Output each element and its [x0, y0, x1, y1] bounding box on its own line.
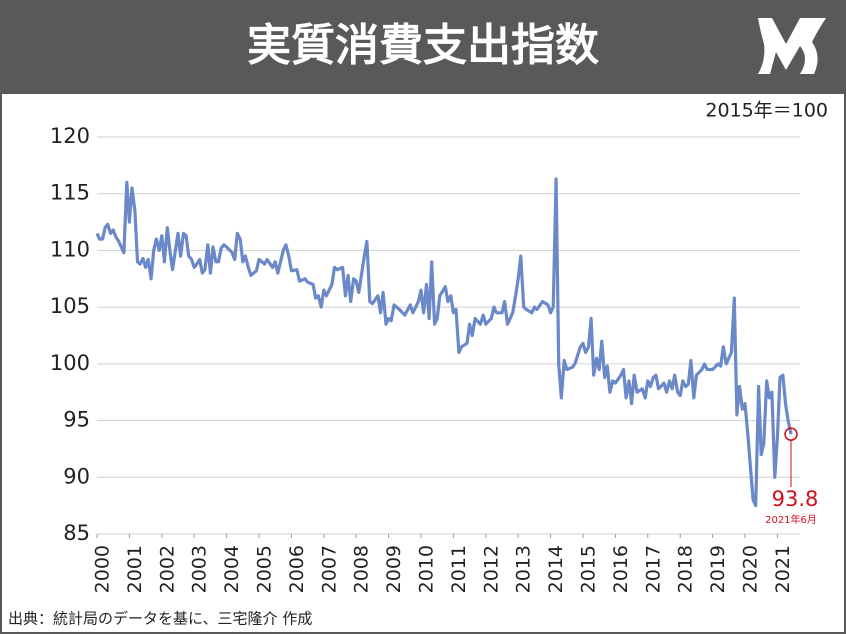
y-tick-label: 90 — [63, 464, 90, 488]
x-tick-label: 2014 — [545, 545, 567, 593]
x-tick-label: 2002 — [156, 545, 178, 593]
frame — [0, 92, 846, 634]
annotation-value: 93.8 — [772, 487, 819, 511]
chart-title: 実質消費支出指数 — [247, 20, 599, 71]
x-tick-label: 2006 — [286, 545, 308, 593]
x-tick-label: 2011 — [448, 545, 470, 593]
x-tick-label: 2005 — [253, 545, 275, 593]
header-band — [0, 0, 846, 93]
x-tick-label: 2016 — [610, 545, 632, 593]
x-tick-label: 2020 — [739, 545, 761, 593]
x-tick-label: 2012 — [480, 545, 502, 593]
y-tick-label: 85 — [63, 521, 90, 545]
x-tick-label: 2021 — [772, 545, 794, 593]
y-tick-label: 120 — [50, 124, 90, 148]
x-tick-label: 2000 — [92, 545, 114, 593]
y-tick-label: 105 — [50, 294, 90, 318]
x-tick-label: 2010 — [415, 545, 437, 593]
x-tick-label: 2007 — [318, 545, 340, 593]
x-tick-label: 2018 — [675, 545, 697, 593]
y-tick-label: 100 — [50, 351, 90, 375]
y-tick-label: 110 — [50, 237, 90, 261]
x-tick-label: 2001 — [124, 545, 146, 593]
x-tick-label: 2019 — [707, 545, 729, 593]
unit-label: 2015年＝100 — [705, 100, 828, 122]
source: 出典：統計局のデータを基に、三宅隆介 作成 — [8, 610, 312, 628]
x-tick-label: 2017 — [642, 545, 664, 593]
x-tick-label: 2008 — [351, 545, 373, 593]
y-tick-label: 115 — [50, 181, 90, 205]
y-tick-label: 95 — [63, 408, 90, 432]
x-tick-label: 2009 — [383, 545, 405, 593]
logo — [758, 18, 826, 74]
data-line — [95, 177, 793, 508]
x-tick-label: 2004 — [221, 545, 243, 593]
annotation-date: 2021年6月 — [765, 513, 817, 526]
x-tick-label: 2003 — [189, 545, 211, 593]
x-tick-label: 2015 — [577, 545, 599, 593]
x-tick-label: 2013 — [513, 545, 535, 593]
